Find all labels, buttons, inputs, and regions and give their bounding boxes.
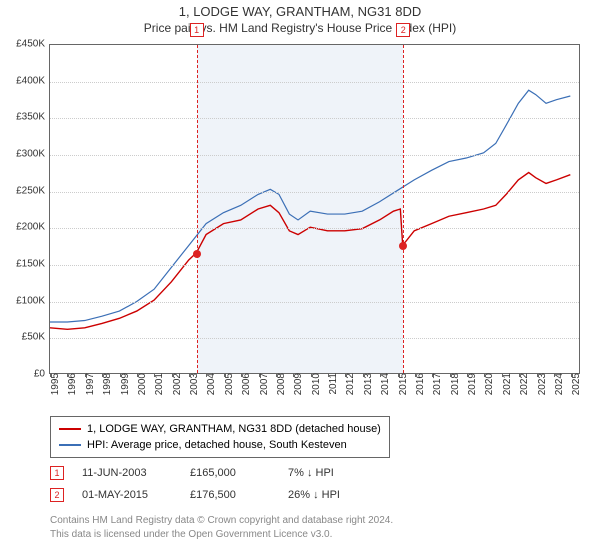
xtick-label: 1998 (102, 373, 113, 395)
xtick-label: 2009 (293, 373, 304, 395)
tx-diff: 26% ↓ HPI (288, 489, 378, 501)
xtick-label: 2016 (415, 373, 426, 395)
ytick-label: £50K (22, 332, 45, 343)
gridline (50, 265, 579, 266)
legend-item: 1, LODGE WAY, GRANTHAM, NG31 8DD (detach… (59, 421, 381, 437)
gridline (50, 228, 579, 229)
tx-date: 11-JUN-2003 (82, 467, 172, 479)
xtick-label: 2004 (206, 373, 217, 395)
table-row: 1 11-JUN-2003 £165,000 7% ↓ HPI (50, 462, 378, 484)
xtick-label: 2018 (450, 373, 461, 395)
legend-item: HPI: Average price, detached house, Sout… (59, 437, 381, 453)
gridline (50, 82, 579, 83)
xtick-label: 2012 (345, 373, 356, 395)
marker-line (197, 45, 198, 373)
xtick-label: 2019 (467, 373, 478, 395)
xtick-label: 1999 (120, 373, 131, 395)
xtick-label: 2014 (380, 373, 391, 395)
ytick-label: £400K (16, 75, 45, 86)
page-subtitle: Price paid vs. HM Land Registry's House … (0, 21, 600, 35)
ytick-label: £250K (16, 185, 45, 196)
chart-lines (50, 45, 579, 373)
xtick-label: 2008 (276, 373, 287, 395)
xtick-label: 2013 (363, 373, 374, 395)
xtick-label: 2021 (502, 373, 513, 395)
legend-label: HPI: Average price, detached house, Sout… (87, 439, 347, 451)
legend-swatch (59, 444, 81, 446)
xtick-label: 2023 (537, 373, 548, 395)
tx-price: £176,500 (190, 489, 270, 501)
xtick-label: 2022 (519, 373, 530, 395)
xtick-label: 1997 (85, 373, 96, 395)
legend: 1, LODGE WAY, GRANTHAM, NG31 8DD (detach… (50, 416, 390, 458)
xtick-label: 2011 (328, 373, 339, 395)
xtick-label: 2001 (154, 373, 165, 395)
gridline (50, 338, 579, 339)
page-title: 1, LODGE WAY, GRANTHAM, NG31 8DD (0, 4, 600, 19)
footer: Contains HM Land Registry data © Crown c… (50, 514, 393, 541)
gridline (50, 302, 579, 303)
gridline (50, 155, 579, 156)
marker-line (403, 45, 404, 373)
xtick-label: 2020 (484, 373, 495, 395)
tx-date: 01-MAY-2015 (82, 489, 172, 501)
ytick-label: £150K (16, 259, 45, 270)
y-axis: £0£50K£100K£150K£200K£250K£300K£350K£400… (0, 44, 50, 374)
xtick-label: 2000 (137, 373, 148, 395)
ytick-label: £0 (34, 369, 45, 380)
chart-plot-area: 1995199619971998199920002001200220032004… (50, 44, 580, 374)
tx-diff: 7% ↓ HPI (288, 467, 378, 479)
xtick-label: 2007 (259, 373, 270, 395)
xtick-label: 1995 (50, 373, 61, 395)
ytick-label: £350K (16, 112, 45, 123)
marker-box: 1 (190, 23, 204, 37)
marker-box: 2 (396, 23, 410, 37)
xtick-label: 2005 (224, 373, 235, 395)
xtick-label: 2006 (241, 373, 252, 395)
gridline (50, 192, 579, 193)
ytick-label: £200K (16, 222, 45, 233)
transactions-table: 1 11-JUN-2003 £165,000 7% ↓ HPI 2 01-MAY… (50, 462, 378, 506)
marker-dot (399, 242, 407, 250)
xtick-label: 2010 (311, 373, 322, 395)
table-row: 2 01-MAY-2015 £176,500 26% ↓ HPI (50, 484, 378, 506)
footer-line: Contains HM Land Registry data © Crown c… (50, 514, 393, 528)
footer-line: This data is licensed under the Open Gov… (50, 528, 393, 542)
ytick-label: £450K (16, 39, 45, 50)
ytick-label: £300K (16, 149, 45, 160)
marker-badge: 2 (50, 488, 64, 502)
xtick-label: 1996 (67, 373, 78, 395)
legend-swatch (59, 428, 81, 430)
xtick-label: 2024 (554, 373, 565, 395)
gridline (50, 118, 579, 119)
xtick-label: 2017 (432, 373, 443, 395)
xtick-label: 2002 (172, 373, 183, 395)
header: 1, LODGE WAY, GRANTHAM, NG31 8DD Price p… (0, 0, 600, 35)
marker-dot (193, 250, 201, 258)
marker-badge: 1 (50, 466, 64, 480)
legend-label: 1, LODGE WAY, GRANTHAM, NG31 8DD (detach… (87, 423, 381, 435)
ytick-label: £100K (16, 295, 45, 306)
xtick-label: 2003 (189, 373, 200, 395)
tx-price: £165,000 (190, 467, 270, 479)
xtick-label: 2025 (571, 373, 582, 395)
xtick-label: 2015 (398, 373, 409, 395)
